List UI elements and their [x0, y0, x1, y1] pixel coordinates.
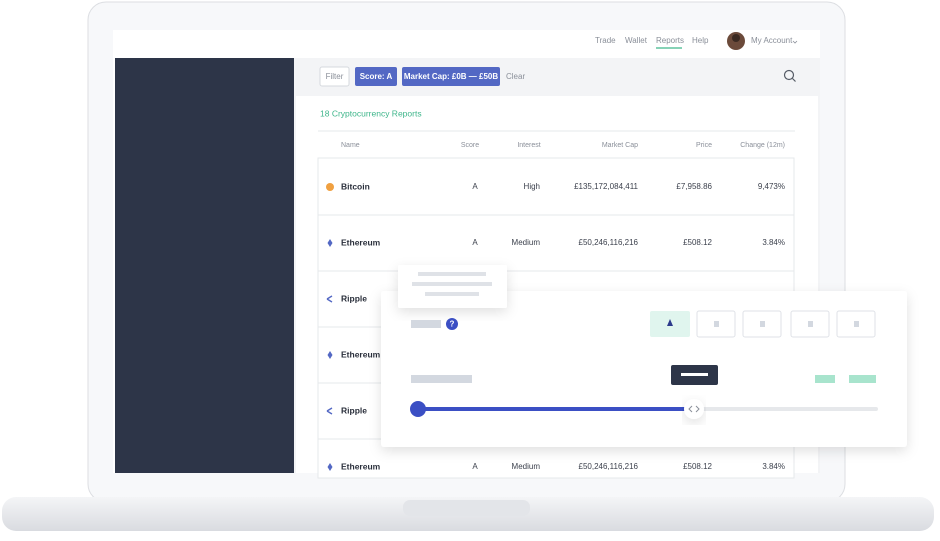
nav-link[interactable]: Trade: [595, 36, 616, 45]
account-link[interactable]: My Account: [751, 36, 793, 45]
coin-icon: [327, 463, 333, 471]
cell: £135,172,084,411: [574, 182, 638, 191]
sidebar: [115, 58, 294, 473]
filter-chip[interactable]: [402, 67, 500, 86]
skeleton: [411, 375, 472, 383]
cell: A: [472, 238, 478, 247]
nav-link[interactable]: Reports: [656, 36, 684, 45]
filter-button[interactable]: [319, 66, 350, 87]
option-icon: [808, 321, 813, 327]
coin-name: Ripple: [341, 293, 367, 303]
search-icon[interactable]: [783, 69, 795, 81]
skeleton: [412, 282, 492, 286]
slider-thumb[interactable]: [410, 401, 426, 417]
clear-button[interactable]: Clear: [506, 72, 525, 81]
chip-label: Score: A: [360, 72, 393, 81]
cell: £508.12: [683, 238, 712, 247]
options: [696, 310, 876, 338]
column-header: Score: [461, 142, 479, 149]
cell: Medium: [512, 462, 541, 471]
nav-link[interactable]: Help: [692, 36, 709, 45]
help-glyph: ?: [450, 320, 455, 329]
cell: £50,246,116,216: [579, 462, 639, 471]
column-header: Change (12m): [740, 142, 785, 149]
coin-icon: [326, 295, 333, 303]
column-header: Market Cap: [602, 142, 638, 149]
slider-handle[interactable]: [684, 399, 704, 419]
top-nav: Trade Wallet Reports Help: [595, 36, 709, 45]
coin-name: Bitcoin: [341, 181, 370, 191]
coin-icon: [326, 183, 334, 191]
column-header: Interest: [517, 142, 540, 149]
chip-label: Market Cap: £0B — £50B: [404, 72, 498, 81]
handle-arrows: [688, 405, 700, 413]
laptop-notch: [403, 500, 530, 516]
option-icon: [714, 321, 719, 327]
filter-label: Filter: [326, 72, 344, 81]
reports-title: 18 Cryptocurrency Reports: [320, 108, 422, 118]
option-icon: [854, 321, 859, 327]
cell: £508.12: [683, 462, 712, 471]
cell: A: [472, 182, 478, 191]
search-handle: [792, 78, 796, 82]
cell: 9,473%: [758, 182, 785, 191]
filter-chips: Score: A Market Cap: £0B — £50B: [355, 67, 500, 86]
column-header: Price: [696, 142, 712, 149]
cell: A: [472, 462, 478, 471]
avatar-face: [732, 34, 740, 42]
caret: [792, 40, 798, 44]
cell: £50,246,116,216: [579, 238, 639, 247]
coin-name: Ethereum: [341, 237, 381, 247]
help-icon[interactable]: [446, 318, 458, 330]
popover: [398, 265, 507, 308]
coin-icon: [327, 351, 333, 359]
coin-name: Ethereum: [341, 349, 381, 359]
skeleton: [418, 272, 486, 276]
coin-name: Ripple: [341, 405, 367, 415]
coin-icon: [326, 407, 333, 415]
cell: 3.84%: [762, 462, 785, 471]
coin-name: Ethereum: [341, 461, 381, 471]
skeleton: [425, 292, 479, 296]
cell: 3.84%: [762, 238, 785, 247]
filter-chip[interactable]: [355, 67, 397, 86]
skeleton: [849, 375, 876, 383]
skeleton: [411, 320, 441, 328]
column-header: Name: [341, 142, 360, 149]
nav-link[interactable]: Wallet: [625, 36, 648, 45]
option-icon: [667, 319, 673, 326]
cell: £7,958.86: [676, 182, 712, 191]
cell: High: [524, 182, 540, 191]
tooltip-text: [681, 373, 708, 376]
skeleton: [815, 375, 835, 383]
cell: Medium: [512, 238, 541, 247]
coin-icon: [327, 239, 333, 247]
option-icon: [760, 321, 765, 327]
